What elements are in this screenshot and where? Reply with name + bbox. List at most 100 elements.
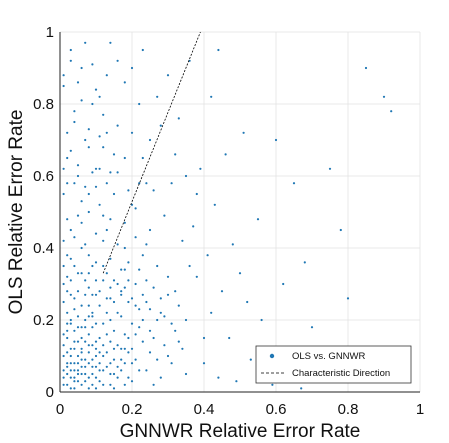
data-point <box>123 81 126 84</box>
data-point <box>120 315 123 318</box>
data-point <box>69 48 72 52</box>
data-point <box>102 113 105 116</box>
data-point <box>235 380 238 383</box>
data-point <box>105 272 108 275</box>
data-point <box>66 372 69 376</box>
data-point <box>66 351 69 354</box>
data-point <box>98 336 101 340</box>
data-point <box>91 344 94 347</box>
data-point <box>62 354 65 358</box>
data-point <box>87 376 90 379</box>
legend-label-points: OLS vs. GNNWR <box>292 351 366 362</box>
data-point <box>66 254 69 257</box>
data-point <box>238 272 242 275</box>
data-point <box>188 264 191 268</box>
data-point <box>73 376 76 379</box>
data-point <box>195 275 198 278</box>
data-point <box>328 167 332 170</box>
legend-marker-points <box>269 353 275 359</box>
data-point <box>94 261 98 264</box>
data-point <box>102 214 105 217</box>
data-point <box>174 329 177 332</box>
data-point <box>76 369 80 372</box>
data-point <box>66 322 69 325</box>
data-point <box>109 318 112 322</box>
data-point <box>91 358 94 361</box>
data-point <box>364 66 368 70</box>
data-point <box>102 354 105 358</box>
data-point <box>130 203 134 206</box>
data-point <box>73 182 76 185</box>
data-point <box>138 369 141 372</box>
data-point <box>66 311 69 314</box>
data-point <box>69 347 72 350</box>
data-point <box>134 282 137 286</box>
data-point <box>112 358 116 361</box>
data-point <box>98 304 101 307</box>
data-point <box>69 376 72 379</box>
data-point <box>156 264 159 268</box>
data-point <box>66 156 69 160</box>
data-point <box>62 282 65 286</box>
data-point <box>123 156 126 160</box>
data-point <box>166 354 170 358</box>
data-point <box>84 318 87 322</box>
data-point <box>91 311 94 314</box>
data-point <box>112 329 116 332</box>
data-point <box>84 279 87 282</box>
data-point <box>76 81 80 84</box>
data-point <box>152 336 155 340</box>
data-point <box>224 153 227 156</box>
data-point <box>184 372 188 376</box>
data-point <box>76 290 80 293</box>
data-point <box>87 351 90 354</box>
data-point <box>109 372 112 376</box>
data-point <box>87 387 90 390</box>
data-point <box>69 362 72 365</box>
data-point <box>80 326 83 329</box>
data-point <box>163 214 166 217</box>
data-point <box>102 264 105 268</box>
data-point <box>188 59 191 62</box>
data-point <box>69 59 72 62</box>
data-point <box>116 59 119 62</box>
data-point <box>69 369 72 372</box>
data-point <box>76 354 80 358</box>
data-point <box>130 322 134 325</box>
data-point <box>166 74 170 77</box>
data-point <box>130 131 134 134</box>
data-point <box>76 380 80 383</box>
y-tick-label: 0 <box>46 384 54 401</box>
data-point <box>159 124 162 127</box>
data-point <box>123 347 126 350</box>
data-point <box>138 268 141 271</box>
data-point <box>148 138 152 142</box>
data-point <box>66 131 69 134</box>
data-point <box>260 318 263 322</box>
data-point <box>256 218 260 221</box>
data-point <box>62 264 65 268</box>
data-point <box>84 243 87 246</box>
y-tick-label: 0.2 <box>33 312 54 329</box>
data-point <box>166 293 170 296</box>
data-point <box>148 351 152 354</box>
data-point <box>112 372 116 376</box>
data-point <box>127 351 130 354</box>
data-point <box>80 200 83 203</box>
data-point <box>73 369 76 372</box>
data-point <box>94 322 98 325</box>
data-point <box>80 221 83 224</box>
data-point <box>87 128 90 131</box>
data-point <box>123 362 126 365</box>
data-point <box>62 383 65 386</box>
data-point <box>98 135 101 138</box>
plot-area <box>60 32 420 392</box>
data-point <box>105 365 108 368</box>
data-point <box>134 358 137 361</box>
data-point <box>282 282 285 286</box>
data-point <box>87 362 90 365</box>
data-point <box>184 318 188 322</box>
data-point <box>112 387 116 390</box>
data-point <box>303 261 306 264</box>
data-point <box>141 340 144 343</box>
